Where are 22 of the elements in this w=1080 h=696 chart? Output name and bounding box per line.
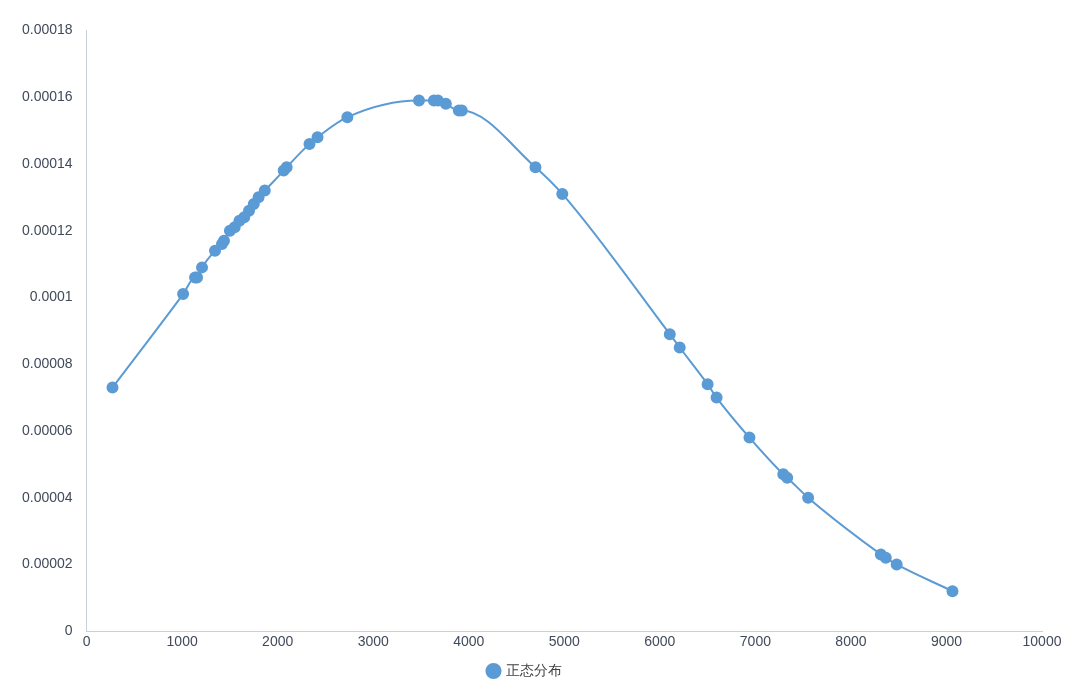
x-tick-label: 6000 <box>644 633 676 650</box>
y-tick-label: 0.00014 <box>22 154 73 171</box>
y-tick-label: 0.00002 <box>22 555 73 572</box>
x-tick-label: 4000 <box>453 633 485 650</box>
y-tick-label: 0.0001 <box>29 288 73 305</box>
y-tick-label: 0.00016 <box>22 88 73 105</box>
legend-label: 正态分布 <box>505 661 562 678</box>
x-tick-label: 8000 <box>835 633 867 650</box>
x-tick-label: 3000 <box>357 633 389 650</box>
x-tick-label: 9000 <box>930 633 963 650</box>
y-tick-label: 0 <box>64 622 73 639</box>
x-tick-label: 2000 <box>262 633 294 650</box>
x-tick-label: 5000 <box>548 633 581 650</box>
y-tick-label: 0.00008 <box>22 355 73 372</box>
x-tick-label: 10000 <box>1022 633 1062 650</box>
x-tick-label: 0 <box>82 633 91 650</box>
x-tick-label: 7000 <box>739 633 772 650</box>
x-tick-label: 1000 <box>166 633 198 650</box>
y-tick-label: 0.00004 <box>22 488 73 505</box>
y-tick-label: 0.00012 <box>22 221 73 238</box>
y-tick-label: 0.00006 <box>22 421 73 438</box>
y-tick-label: 0.00018 <box>22 21 73 38</box>
